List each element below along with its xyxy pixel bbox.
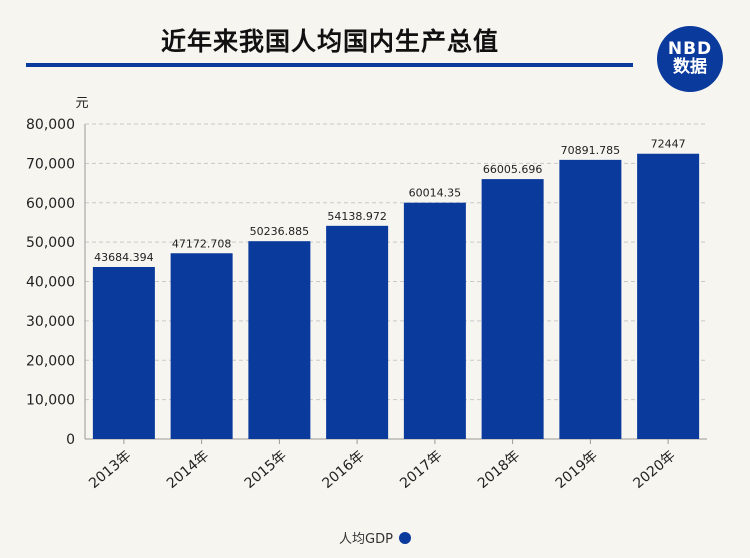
bar	[92, 266, 155, 439]
data-label: 66005.696	[483, 163, 543, 176]
data-label: 47172.708	[172, 237, 232, 250]
data-label: 43684.394	[94, 251, 154, 264]
bar	[559, 159, 622, 440]
bar	[637, 153, 700, 440]
x-tick-label: 2014年	[164, 448, 212, 492]
x-tick-label: 2018年	[475, 448, 523, 492]
y-tick-label: 70,000	[26, 156, 75, 172]
x-tick-label: 2017年	[397, 448, 445, 492]
legend-marker	[398, 531, 411, 544]
bar	[481, 179, 544, 439]
data-label: 70891.785	[561, 144, 621, 157]
data-label: 50236.885	[250, 225, 310, 238]
data-label: 60014.35	[409, 187, 462, 200]
x-tick-label: 2019年	[553, 448, 601, 492]
bar	[248, 241, 311, 439]
legend-label: 人均GDP	[339, 532, 393, 547]
y-tick-label: 30,000	[26, 314, 75, 330]
logo-text-nbd: NBD	[667, 39, 713, 60]
nbd-logo: NBD 数据	[657, 26, 723, 92]
y-tick-label: 20,000	[26, 353, 75, 369]
legend: 人均GDP	[0, 528, 750, 547]
logo-text-data: 数据	[673, 57, 707, 77]
y-tick-label: 10,000	[26, 393, 75, 409]
x-tick-label: 2015年	[242, 448, 290, 492]
chart-title: 近年来我国人均国内生产总值	[160, 27, 499, 56]
bar	[326, 225, 389, 439]
title-divider	[26, 63, 633, 67]
y-tick-label: 60,000	[26, 196, 75, 212]
y-tick-label: 50,000	[26, 235, 75, 251]
y-tick-label: 80,000	[26, 117, 75, 133]
bar	[403, 202, 466, 439]
x-tick-label: 2016年	[319, 448, 367, 492]
x-tick-label: 2020年	[630, 448, 678, 492]
data-label: 72447	[651, 138, 686, 151]
y-unit-label: 元	[75, 96, 88, 111]
x-tick-label: 2013年	[86, 448, 134, 492]
y-tick-label: 40,000	[26, 275, 75, 291]
y-tick-label: 0	[66, 432, 75, 448]
bar	[170, 253, 233, 439]
data-label: 54138.972	[327, 210, 387, 223]
